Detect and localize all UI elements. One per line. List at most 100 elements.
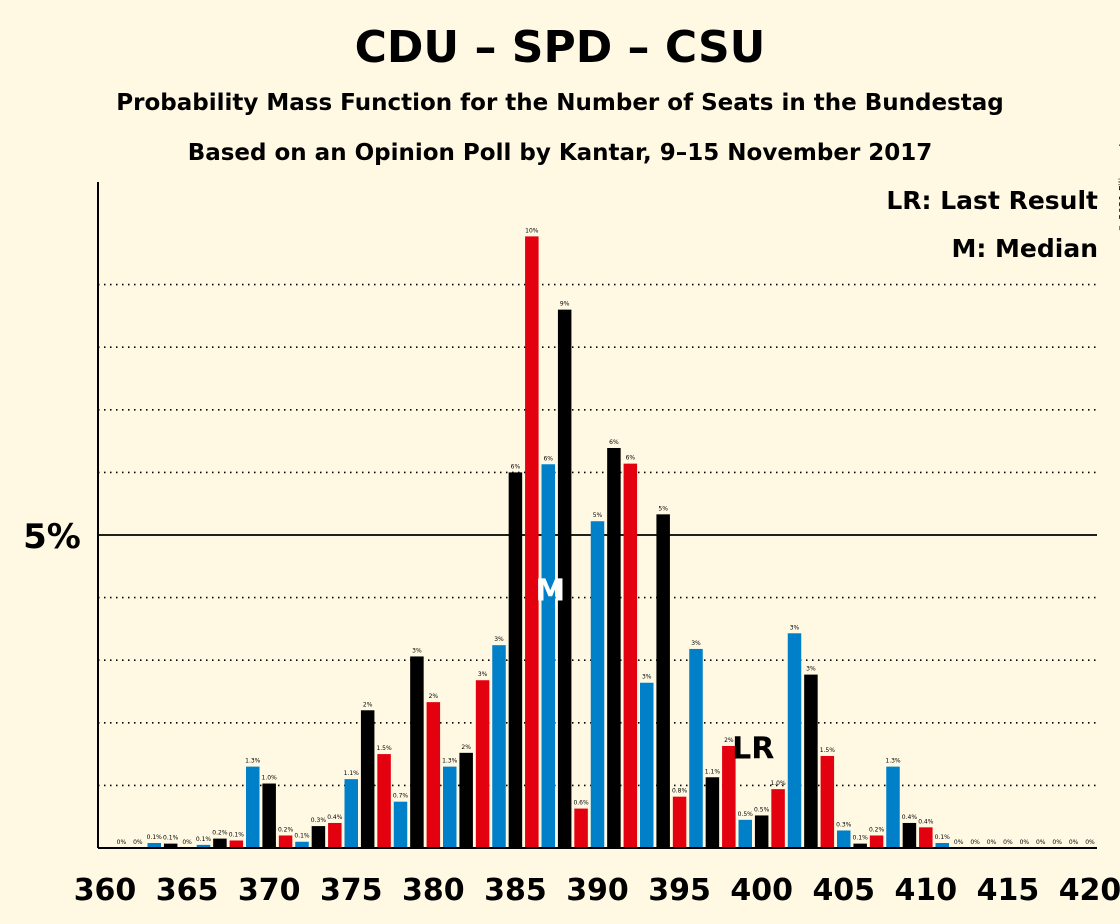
bar-seat-391 bbox=[607, 447, 621, 848]
bar-seat-375 bbox=[344, 779, 358, 848]
x-tick-label-390: 390 bbox=[566, 873, 629, 908]
bar-seat-370 bbox=[262, 783, 276, 848]
bar-seat-372 bbox=[295, 841, 309, 848]
bar-seat-408 bbox=[886, 766, 900, 848]
bar-seat-398 bbox=[722, 745, 736, 848]
x-tick-label-375: 375 bbox=[320, 873, 383, 908]
bar-seat-411 bbox=[935, 842, 949, 848]
x-tick-label-395: 395 bbox=[648, 873, 711, 908]
x-tick-label-365: 365 bbox=[156, 873, 219, 908]
bar-label-seat-376: 2% bbox=[363, 701, 373, 708]
bar-label-seat-367: 0.2% bbox=[212, 830, 228, 837]
bar-label-seat-389: 0.6% bbox=[573, 800, 589, 807]
bar-label-seat-416: 0% bbox=[1020, 839, 1030, 846]
bar-label-seat-414: 0% bbox=[987, 839, 997, 846]
bar-seat-389 bbox=[574, 808, 588, 848]
bar-label-seat-399: 0.5% bbox=[738, 811, 754, 818]
bar-seat-376 bbox=[360, 710, 375, 848]
bar-label-seat-382: 2% bbox=[461, 744, 471, 751]
bar-seat-381 bbox=[443, 766, 457, 848]
bar-label-seat-408: 1.3% bbox=[885, 758, 901, 765]
bar-seat-404 bbox=[820, 755, 835, 848]
bar-label-seat-385: 6% bbox=[511, 463, 521, 470]
bar-seat-401 bbox=[771, 789, 785, 848]
chart-title: CDU – SPD – CSU bbox=[354, 22, 766, 73]
bar-seat-386 bbox=[525, 236, 539, 848]
bar-seat-407 bbox=[869, 835, 884, 848]
bar-seat-395 bbox=[672, 796, 687, 848]
bar-label-seat-370: 1.0% bbox=[262, 775, 278, 782]
bar-label-seat-403: 3% bbox=[806, 666, 816, 673]
x-tick-label-415: 415 bbox=[977, 873, 1040, 908]
bar-seat-382 bbox=[459, 752, 473, 848]
bar-label-seat-387: 6% bbox=[543, 455, 553, 462]
chart-source-line: Based on an Opinion Poll by Kantar, 9–15… bbox=[187, 140, 933, 166]
x-tick-label-360: 360 bbox=[74, 873, 137, 908]
bar-label-seat-375: 1.1% bbox=[344, 770, 360, 777]
x-tick-label-400: 400 bbox=[730, 873, 793, 908]
bar-label-seat-362: 0% bbox=[133, 839, 143, 846]
bar-label-seat-417: 0% bbox=[1036, 839, 1046, 846]
bar-seat-385 bbox=[508, 472, 523, 848]
bar-seat-371 bbox=[278, 835, 293, 848]
bar-label-seat-379: 3% bbox=[412, 647, 422, 654]
bar-seat-393 bbox=[640, 682, 654, 848]
bar-seat-390 bbox=[590, 521, 605, 848]
bar-seat-379 bbox=[410, 656, 424, 848]
bar-seat-380 bbox=[426, 702, 441, 848]
bar-label-seat-374: 0.4% bbox=[327, 814, 343, 821]
bar-seat-402 bbox=[787, 633, 802, 848]
legend-median: M: Median bbox=[951, 234, 1098, 263]
bar-label-seat-363: 0.1% bbox=[147, 834, 163, 841]
bar-label-seat-368: 0.1% bbox=[229, 831, 245, 838]
bar-seat-406 bbox=[853, 843, 867, 848]
bar-label-seat-409: 0.4% bbox=[902, 814, 918, 821]
bar-label-seat-401: 1.0% bbox=[770, 780, 786, 787]
bar-label-seat-418: 0% bbox=[1052, 839, 1062, 846]
bar-label-seat-383: 3% bbox=[478, 671, 488, 678]
bar-label-seat-392: 6% bbox=[626, 455, 636, 462]
bar-seat-373 bbox=[311, 826, 326, 848]
bar-label-seat-393: 3% bbox=[642, 674, 652, 681]
markers: M LR bbox=[535, 574, 774, 767]
bar-seat-366 bbox=[196, 844, 211, 848]
bar-seat-394 bbox=[656, 514, 670, 848]
chart-subtitle: Probability Mass Function for the Number… bbox=[116, 90, 1004, 116]
bar-seat-378 bbox=[393, 801, 408, 848]
bar-seat-369 bbox=[246, 766, 260, 848]
bar-label-seat-394: 5% bbox=[658, 505, 668, 512]
bar-label-seat-413: 0% bbox=[970, 839, 980, 846]
bar-seat-377 bbox=[377, 754, 391, 848]
bar-label-seat-390: 5% bbox=[593, 512, 603, 519]
bar-label-seat-377: 1.5% bbox=[376, 745, 392, 752]
bar-series bbox=[147, 236, 949, 848]
bar-seat-409 bbox=[902, 822, 917, 848]
bar-label-seat-405: 0.3% bbox=[836, 821, 852, 828]
bar-label-seat-410: 0.4% bbox=[918, 818, 934, 825]
bar-seat-410 bbox=[919, 827, 933, 848]
bar-label-seat-361: 0% bbox=[117, 839, 127, 846]
bar-seat-374 bbox=[328, 822, 342, 848]
bar-label-seat-395: 0.8% bbox=[672, 788, 688, 795]
bar-seat-368 bbox=[229, 840, 244, 848]
bar-label-seat-404: 1.5% bbox=[820, 747, 836, 754]
bar-label-seat-371: 0.2% bbox=[278, 826, 294, 833]
bar-seat-364 bbox=[163, 843, 178, 848]
bar-value-labels: 0% 0%0.1% 0.1%0% 0.1%0.2% 0.1%1.3%1.0%0.2%0.… bbox=[117, 227, 1095, 846]
bar-label-seat-386: 10% bbox=[525, 227, 539, 234]
bar-label-seat-388: 9% bbox=[560, 301, 570, 308]
bar-label-seat-407: 0.2% bbox=[869, 826, 885, 833]
y-tick-label-5pct: 5% bbox=[23, 517, 81, 557]
bar-seat-405 bbox=[837, 830, 851, 848]
bar-label-seat-365: 0% bbox=[182, 839, 192, 846]
bar-label-seat-364: 0.1% bbox=[163, 835, 179, 842]
bar-seat-367 bbox=[213, 838, 227, 848]
bar-label-seat-381: 1.3% bbox=[442, 758, 458, 765]
bar-label-seat-366: 0.1% bbox=[196, 836, 212, 843]
bar-label-seat-415: 0% bbox=[1003, 839, 1013, 846]
x-tick-label-420: 420 bbox=[1059, 873, 1120, 908]
last-result-marker: LR bbox=[732, 731, 774, 766]
bar-seat-384 bbox=[492, 645, 506, 848]
bar-label-seat-391: 6% bbox=[609, 439, 619, 446]
